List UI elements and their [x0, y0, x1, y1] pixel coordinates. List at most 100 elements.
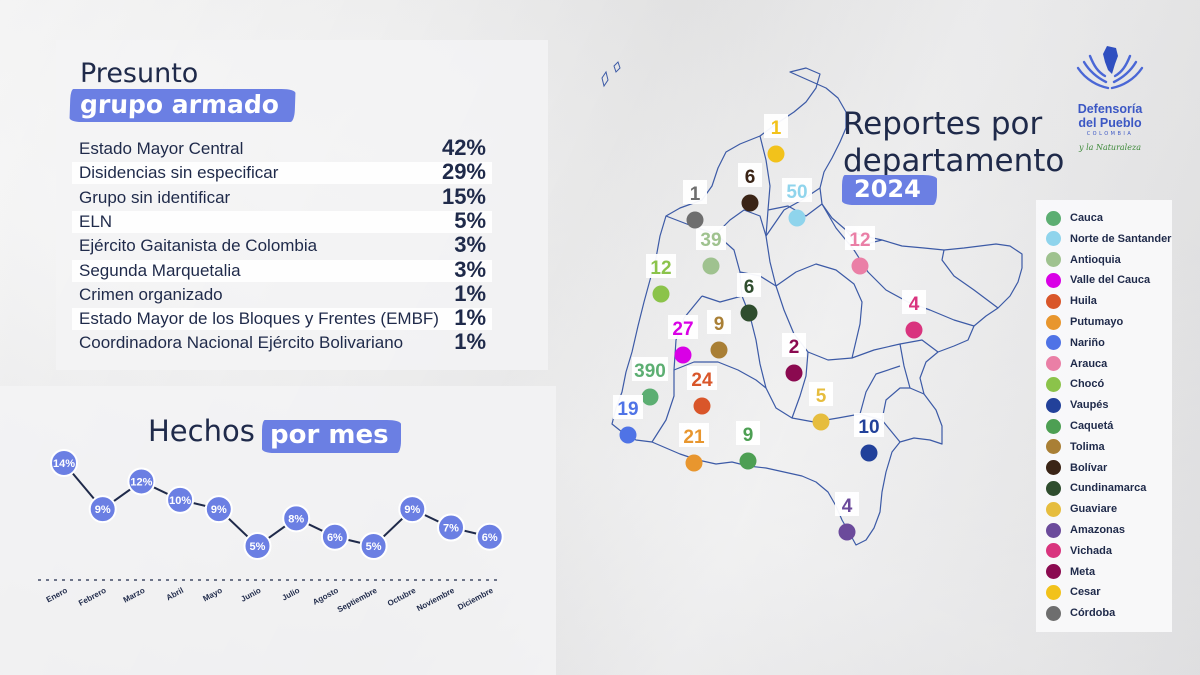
point-marker	[166, 485, 195, 514]
group-row: Segunda Marquetalia 3%	[72, 257, 492, 282]
legend-label: Vaupés	[1070, 399, 1109, 412]
marker-value: 21	[683, 427, 705, 448]
point-marker	[88, 495, 117, 524]
marker-dot	[788, 209, 806, 227]
legend-label: Cesar	[1070, 586, 1101, 599]
month-tick-label: Septiembre	[336, 586, 379, 615]
legend-item: Guaviare	[1046, 501, 1117, 517]
legend-swatch	[1046, 522, 1061, 538]
point-label: 6%	[482, 532, 498, 544]
group-value: 29%	[441, 159, 486, 185]
legend-item: Chocó	[1046, 376, 1104, 392]
marker-dot	[812, 413, 830, 431]
group-row: Ejército Gaitanista de Colombia 3%	[72, 232, 492, 258]
legend-swatch	[1046, 397, 1061, 413]
legend-label: Amazonas	[1070, 524, 1126, 536]
defensoria-logo: Defensoría del Pueblo COLOMBIA y la Natu…	[1070, 40, 1150, 152]
month-tick-label: Diciembre	[456, 586, 495, 612]
legend-swatch	[1046, 314, 1061, 330]
marker-label-box	[679, 423, 709, 447]
monthly-title-part1: Hechos	[148, 414, 255, 448]
group-label: Ejército Gaitanista de Colombia	[79, 236, 318, 256]
logo-name-line2: del Pueblo	[1078, 116, 1142, 130]
marker-dot	[767, 145, 785, 163]
map-marker: 24	[687, 366, 717, 415]
legend-item: Meta	[1046, 564, 1095, 580]
marker-value: 5	[816, 386, 827, 407]
legend-label: Bolívar	[1070, 461, 1108, 474]
marker-value: 12	[849, 230, 870, 251]
point-label: 6%	[327, 532, 343, 544]
marker-label-box	[764, 114, 788, 138]
legend-swatch	[1046, 335, 1061, 351]
point-label: 9%	[95, 504, 111, 516]
marker-label-box	[632, 357, 668, 381]
legend-swatch	[1046, 252, 1061, 268]
group-label: ELN	[79, 211, 113, 231]
marker-value: 24	[691, 370, 713, 391]
marker-value: 4	[909, 294, 920, 315]
group-row: Estado Mayor de los Bloques y Frentes (E…	[72, 305, 492, 331]
legend-label: Cauca	[1070, 212, 1104, 224]
group-label: Grupo sin identificar	[79, 187, 231, 207]
map-islands	[601, 61, 621, 88]
legend-swatch	[1046, 460, 1061, 476]
marker-value: 10	[858, 417, 879, 438]
legend-label: Arauca	[1070, 357, 1108, 370]
point-label: 9%	[404, 504, 420, 516]
group-value: 5%	[454, 207, 486, 233]
marker-dot	[693, 397, 711, 415]
map-marker: 6	[738, 163, 762, 212]
point-marker	[437, 513, 465, 542]
map-title: Reportes por departamento	[843, 106, 1064, 180]
marker-label-box	[854, 413, 884, 437]
marker-dot	[785, 364, 803, 382]
map-marker: 1	[683, 180, 707, 229]
map-marker: 4	[835, 492, 859, 541]
month-tick-label: Julio	[280, 586, 301, 603]
legend-label: Meta	[1070, 565, 1096, 578]
month-tick-label: Abril	[165, 586, 185, 603]
marker-value: 2	[789, 337, 800, 358]
legend-item: Tolima	[1046, 439, 1105, 455]
marker-label-box	[738, 163, 762, 187]
legend-swatch	[1046, 584, 1061, 600]
group-value: 1%	[454, 329, 486, 355]
marker-label-box	[902, 290, 926, 314]
marker-label-box	[835, 492, 859, 516]
marker-label-box	[613, 395, 643, 419]
legend-item: Cesar	[1046, 584, 1101, 600]
marker-label-box	[782, 178, 812, 202]
marker-dot	[686, 211, 704, 229]
legend-swatch	[1046, 293, 1061, 309]
group-label: Disidencias sin especificar	[79, 163, 279, 183]
group-row: ELN 5%	[72, 207, 492, 233]
group-value: 3%	[454, 232, 486, 258]
month-tick-label: Junio	[239, 586, 262, 604]
legend-swatch	[1046, 210, 1061, 226]
legend-item: Nariño	[1046, 335, 1105, 351]
map-year-badge: 2024	[842, 175, 937, 205]
marker-dot	[851, 257, 869, 275]
month-tick-label: Noviembre	[415, 586, 456, 614]
month-tick-label: Agosto	[311, 586, 340, 607]
map-title-line2: departamento	[843, 143, 1065, 179]
point-label: 5%	[250, 541, 266, 553]
marker-value: 12	[650, 258, 671, 279]
month-tick-label: Octubre	[386, 586, 418, 609]
marker-dot	[685, 454, 703, 472]
group-label: Segunda Marquetalia	[79, 260, 241, 280]
legend-swatch	[1046, 501, 1061, 517]
marker-dot	[641, 388, 659, 406]
map-marker: 9	[707, 310, 731, 359]
marker-dot	[741, 194, 759, 212]
legend-swatch	[1046, 605, 1061, 621]
marker-label-box	[736, 421, 760, 445]
marker-dot	[860, 444, 878, 462]
point-label: 10%	[169, 495, 191, 507]
group-row: Coordinadora Nacional Ejército Bolivaria…	[72, 329, 492, 355]
legend-label: Vichada	[1070, 544, 1112, 557]
group-value: 42%	[441, 135, 486, 160]
legend-item: Putumayo	[1046, 314, 1123, 330]
